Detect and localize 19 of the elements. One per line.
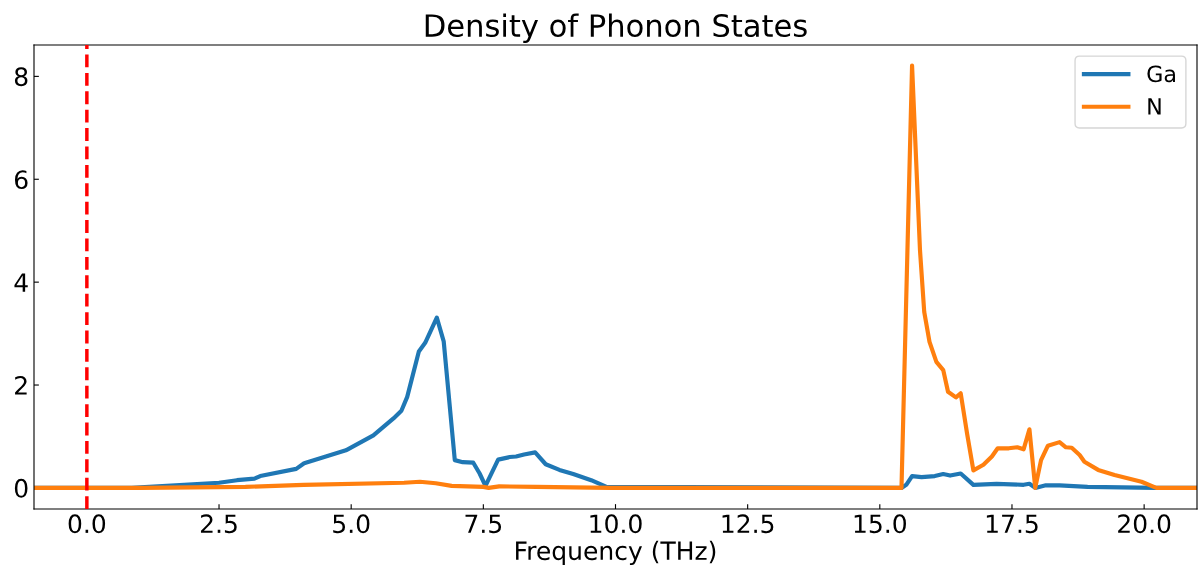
x-tick-label: 2.5 (200, 514, 237, 534)
x-tick-label: 15.0 (854, 514, 906, 534)
y-tick-label: 8 (14, 67, 28, 87)
legend-label: N (1148, 98, 1161, 115)
x-tick-label: 12.5 (722, 514, 774, 534)
x-tick-label: 17.5 (986, 514, 1038, 534)
y-tick-label: 0 (14, 478, 28, 498)
x-tick-label: 5.0 (333, 514, 370, 534)
x-tick-label: 7.5 (465, 514, 502, 534)
line-series (34, 63, 1197, 490)
x-tick-label: 20.0 (1118, 514, 1171, 534)
x-tick-label: 0.0 (68, 514, 106, 534)
x-axis-title: Frequency (THz) (516, 540, 716, 566)
chart-title: Density of Phonon States (425, 13, 807, 44)
y-tick-label: 2 (15, 375, 27, 395)
x-tick-label: 10.0 (590, 514, 642, 534)
y-tick-label: 6 (14, 170, 28, 190)
legend-label: Ga (1147, 65, 1175, 83)
y-tick-label: 4 (14, 273, 28, 292)
